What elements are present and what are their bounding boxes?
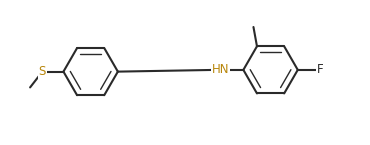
- Text: HN: HN: [212, 63, 229, 76]
- Text: S: S: [39, 65, 46, 78]
- Text: F: F: [317, 63, 324, 76]
